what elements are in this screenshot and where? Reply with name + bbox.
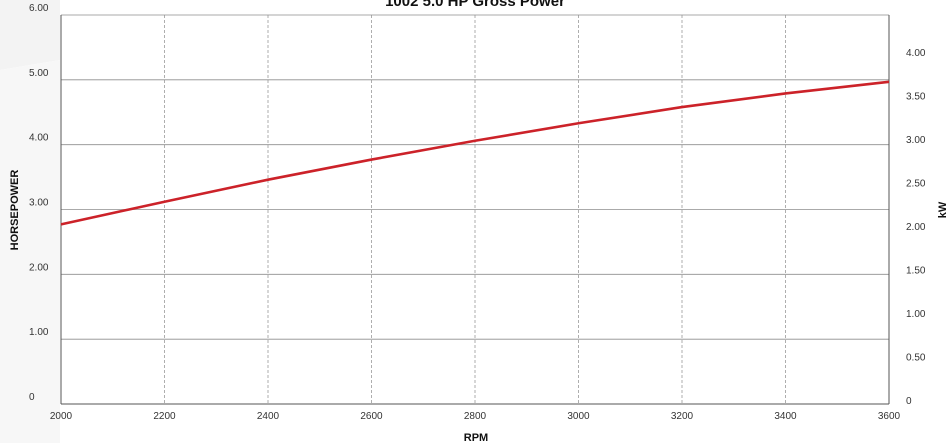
tick-labels: 2000 2200 2400 2600 2800 3000 3200 3400 3600 0 1.0… [29,3,926,422]
y-tick-label: 4.00 [29,133,49,144]
y2-tick-label: 2.50 [906,178,926,189]
x-tick-label: 3600 [878,411,901,422]
y-tick-label: 3.00 [29,198,49,209]
y-tick-label: 6.00 [29,3,49,14]
axes [60,15,890,405]
series-layer [60,80,890,226]
y2-tick-label: 3.50 [906,91,926,102]
x-tick-label: 3000 [567,411,590,422]
x-tick-label: 2200 [153,411,176,422]
x-tick-label: 2000 [50,411,73,422]
x-tick-label: 2800 [464,411,487,422]
x-tick-label: 2600 [360,411,383,422]
y-tick-label: 5.00 [29,68,49,79]
y2-tick-label: 0.50 [906,352,926,363]
y-axis-title: HORSEPOWER [9,170,21,251]
y2-axis-title: kW [937,201,949,218]
y2-tick-label: 3.00 [906,135,926,146]
x-tick-label: 3200 [671,411,694,422]
x-tick-label: 3400 [774,411,797,422]
y-tick-label: 0 [29,392,35,403]
y2-tick-label: 2.00 [906,222,926,233]
chart-title: 1002 5.0 HP Gross Power [385,0,565,10]
y2-tick-label: 1.50 [906,265,926,276]
x-tick-label: 2400 [257,411,280,422]
series-line-horsepower [60,80,890,226]
y-tick-label: 2.00 [29,262,49,273]
x-axis-title: RPM [464,432,488,443]
grid-lines [61,14,889,404]
y2-tick-label: 1.00 [906,309,926,320]
y2-tick-label: 0 [906,396,912,407]
y-tick-label: 1.00 [29,327,49,338]
y2-tick-label: 4.00 [906,48,926,59]
